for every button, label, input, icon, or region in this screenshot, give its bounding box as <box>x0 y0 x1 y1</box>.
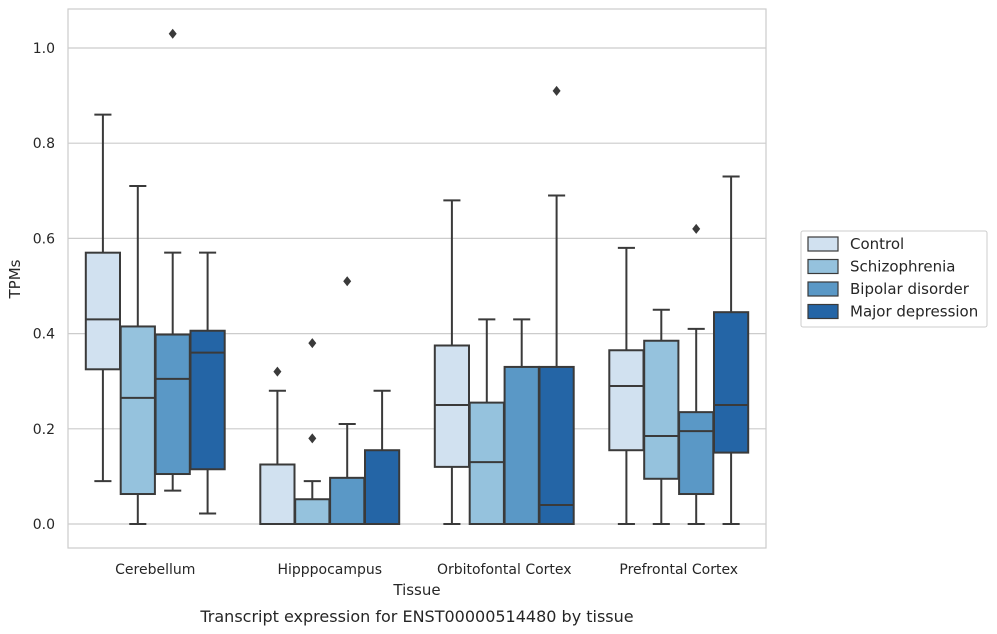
legend-item: Control <box>807 235 904 253</box>
legend-label: Schizophrenia <box>850 258 955 276</box>
legend: Control Schizophrenia Bipolar disorder Majo… <box>800 230 988 328</box>
legend-label: Major depression <box>850 303 978 321</box>
outlier-point <box>343 276 352 287</box>
outlier-point <box>552 85 561 96</box>
legend-swatch <box>807 303 839 320</box>
box-iqr <box>608 349 645 452</box>
box-groups <box>84 28 750 526</box>
legend-swatch <box>807 236 839 252</box>
y-tick-label: 0.6 <box>33 231 55 247</box>
box-schizophrenia <box>119 185 156 525</box>
x-tick-label: Orbitofontal Cortex <box>437 562 572 578</box>
outlier-point <box>168 28 177 39</box>
box-control <box>84 113 122 483</box>
legend-item: Schizophrenia <box>807 258 955 276</box>
y-axis-title: TPMs <box>6 259 24 299</box>
box-iqr <box>712 311 750 454</box>
box-bipolar-disorder <box>678 223 715 525</box>
y-tick-labels: 0.0 0.2 0.4 0.6 0.8 1.0 <box>33 41 55 533</box>
legend-label: Control <box>850 235 904 253</box>
box-iqr <box>154 333 191 476</box>
box-iqr <box>329 476 366 526</box>
box-iqr <box>468 401 505 525</box>
x-tick-label: Cerebellum <box>115 562 195 578</box>
box-iqr <box>433 344 471 468</box>
chart-caption: Transcript expression for ENST0000051448… <box>199 607 633 626</box>
y-tick-label: 0.2 <box>33 422 55 438</box>
legend-frame <box>800 230 988 328</box>
outlier-point <box>692 223 701 234</box>
box-iqr <box>678 411 715 496</box>
box-schizophrenia <box>643 308 680 525</box>
box-iqr <box>189 329 226 471</box>
box-major-depression <box>363 389 401 525</box>
box-bipolar-disorder <box>329 276 366 526</box>
legend-swatch <box>807 281 839 297</box>
box-bipolar-disorder <box>503 318 540 526</box>
box-major-depression <box>538 85 575 526</box>
y-tick-label: 1.0 <box>33 41 55 57</box>
box-iqr <box>363 449 401 525</box>
legend-item: Bipolar disorder <box>807 280 970 298</box>
box-iqr <box>84 251 122 371</box>
x-axis-title: Tissue <box>392 581 440 599</box>
y-tick-label: 0.4 <box>33 327 55 343</box>
outlier-point <box>308 338 317 349</box>
box-iqr <box>119 325 156 496</box>
legend-swatch <box>807 258 839 275</box>
outlier-point <box>273 366 282 377</box>
box-bipolar-disorder <box>154 28 191 492</box>
box-schizophrenia <box>294 338 331 525</box>
box-schizophrenia <box>468 318 505 525</box>
legend-label: Bipolar disorder <box>850 280 970 298</box>
box-iqr <box>538 365 575 526</box>
plot-frame <box>67 8 767 549</box>
box-major-depression <box>712 175 750 525</box>
box-control <box>608 246 645 525</box>
y-tick-label: 0.8 <box>33 136 55 152</box>
box-control <box>259 366 296 525</box>
legend-item: Major depression <box>807 303 978 321</box>
x-tick-label: Hipppocampus <box>277 562 382 578</box>
x-tick-label: Prefrontal Cortex <box>619 562 738 578</box>
box-iqr <box>503 365 540 526</box>
outlier-point <box>308 433 317 444</box>
box-control <box>433 199 471 525</box>
box-major-depression <box>189 251 226 515</box>
box-iqr <box>259 463 296 525</box>
x-tick-labels: Cerebellum Hipppocampus Orbitofontal Corte… <box>115 562 738 578</box>
box-iqr <box>643 339 680 480</box>
box-iqr <box>294 498 331 525</box>
y-tick-label: 0.0 <box>33 517 55 533</box>
